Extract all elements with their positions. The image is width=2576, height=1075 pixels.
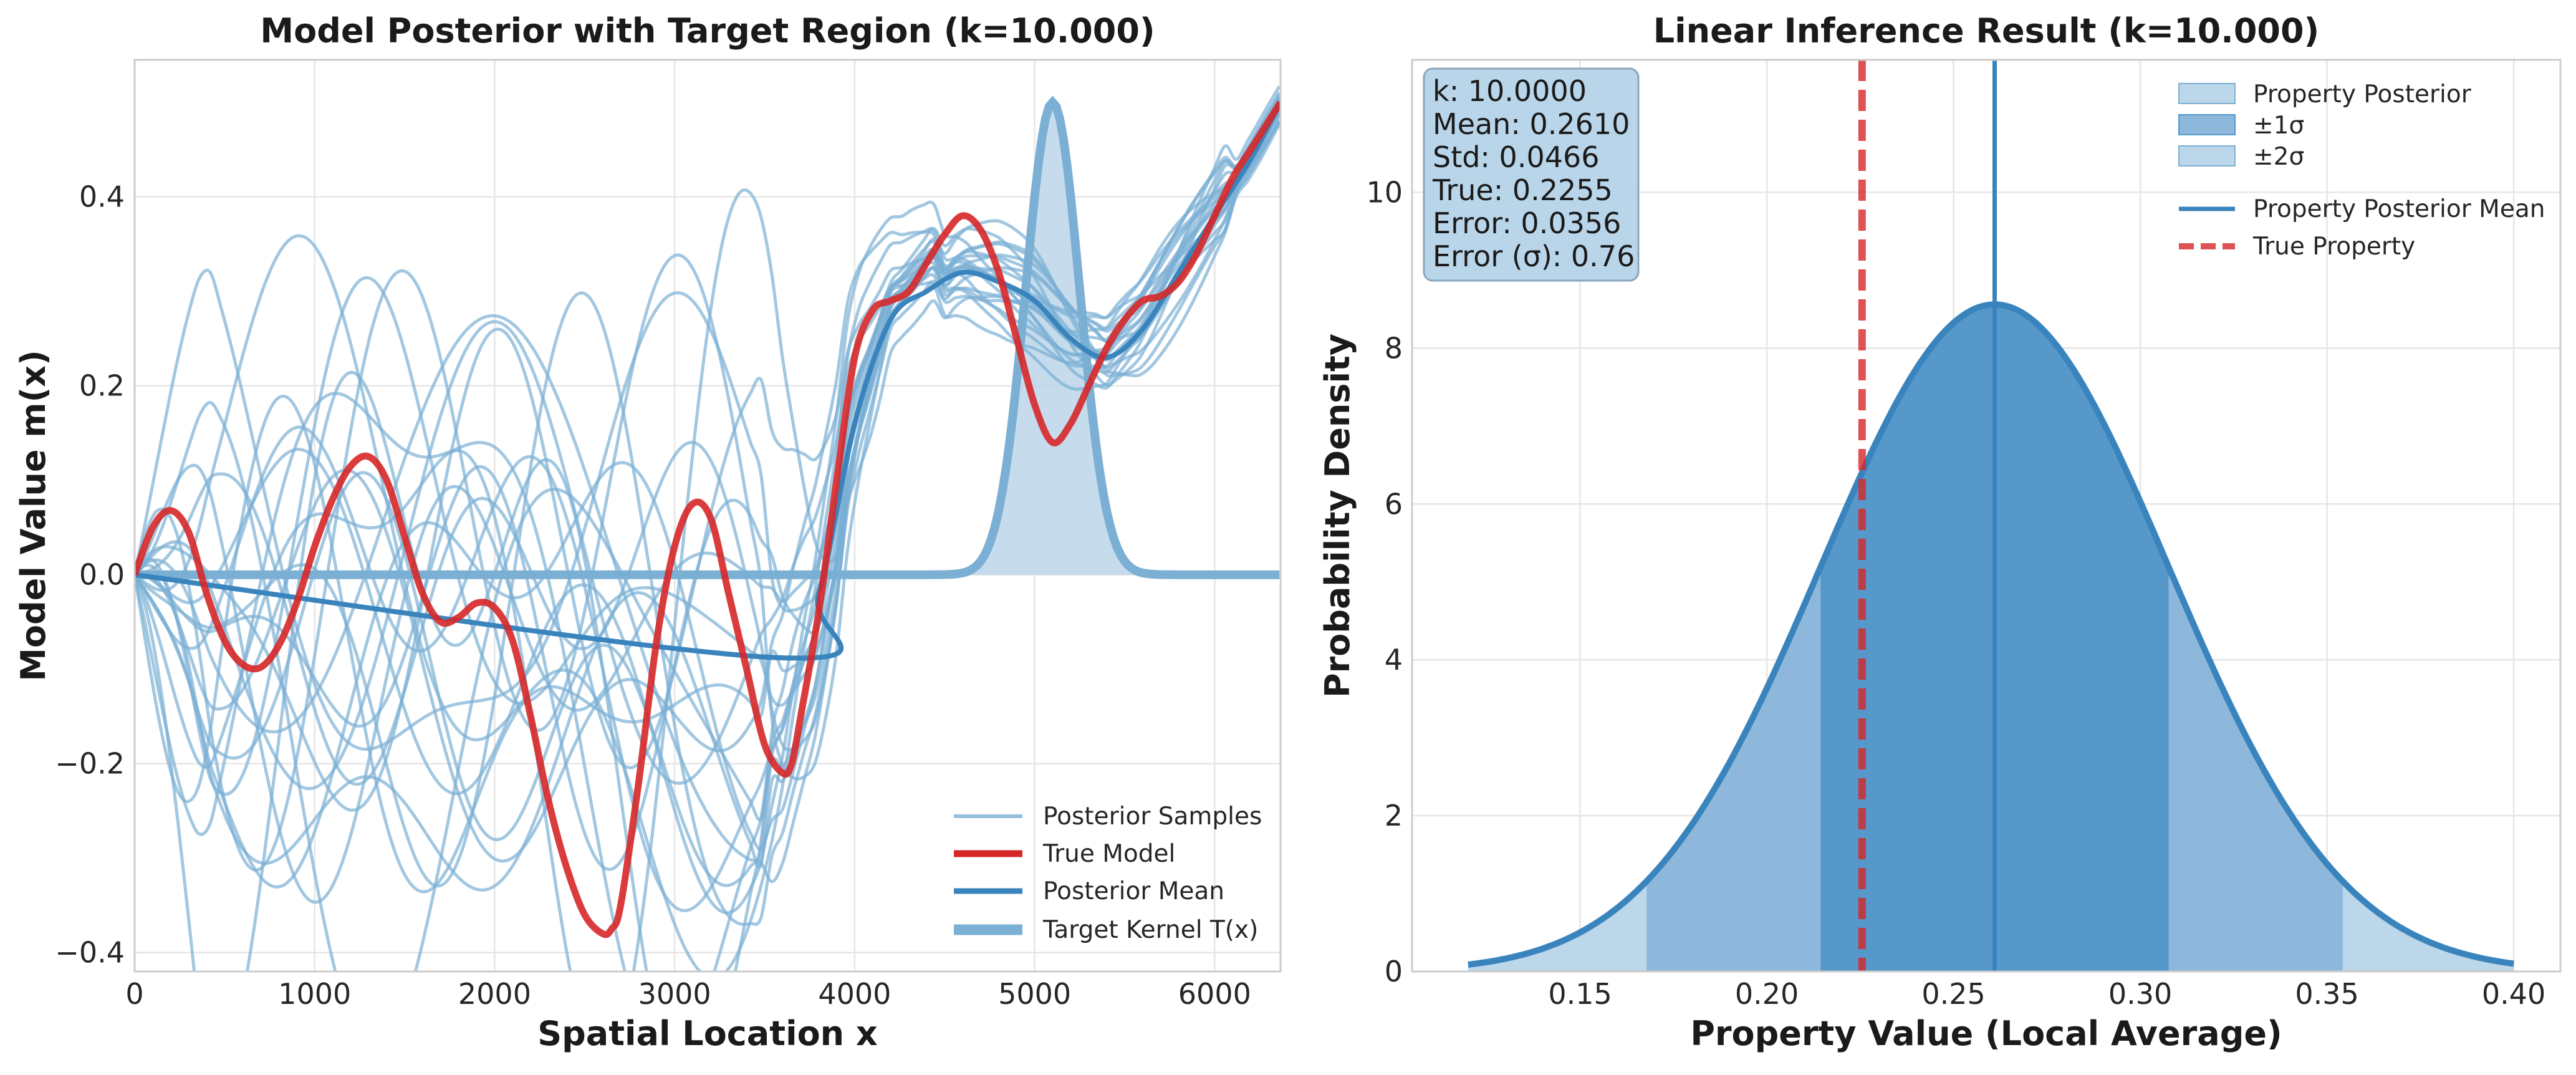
x-tick-label: 0.40 [2482, 977, 2545, 1011]
posterior-mean-line [135, 101, 1281, 661]
stat-std: Std: 0.0466 [1433, 140, 1600, 174]
stat-true: True: 0.2255 [1432, 173, 1613, 207]
y-tick-label: 2 [1385, 799, 1403, 832]
posterior-density-fills [1468, 304, 2514, 971]
legend-swatch-1sigma [2178, 114, 2236, 135]
stats-box-background [1423, 67, 1640, 282]
stats-box: k: 10.0000 Mean: 0.2610 Std: 0.0466 True… [1423, 67, 1640, 282]
posterior-sample-line [135, 123, 1281, 863]
x-tick-label: 1000 [278, 977, 351, 1011]
posterior-sample-line [135, 85, 1281, 971]
right-x-ticks: 0.15 0.20 0.25 0.30 0.35 0.40 [1548, 977, 2545, 1011]
legend-label-posterior-mean: Posterior Mean [1043, 877, 1224, 905]
x-tick-label: 6000 [1178, 977, 1251, 1011]
y-tick-label: 10 [1366, 175, 1403, 209]
left-panel: Model Posterior with Target Region (k=10… [14, 11, 1282, 1053]
legend-label-2sigma: ±2σ [2253, 143, 2304, 171]
left-chart-title: Model Posterior with Target Region (k=10… [260, 11, 1155, 51]
x-tick-label: 0 [125, 977, 143, 1011]
y-tick-label: 4 [1385, 643, 1403, 677]
left-plot-frame [133, 59, 1282, 973]
y-tick-label: 0.2 [79, 369, 125, 403]
left-y-ticks: −0.4 −0.2 0.0 0.2 0.4 [55, 180, 125, 970]
stat-k: k: 10.0000 [1433, 74, 1587, 108]
left-legend: Posterior Samples True Model Posterior M… [954, 803, 1262, 944]
posterior-sample-line [135, 120, 1281, 971]
right-panel: Linear Inference Result (k=10.000) 0.15 0… [1318, 11, 2562, 1053]
x-tick-label: 4000 [818, 977, 891, 1011]
legend-label-kernel: Target Kernel T(x) [1042, 916, 1258, 944]
posterior-samples [135, 85, 1281, 971]
left-x-ticks: 0 1000 2000 3000 4000 5000 6000 [125, 977, 1251, 1011]
legend-label-samples: Posterior Samples [1043, 803, 1262, 831]
right-y-ticks: 0 2 4 6 8 10 [1366, 175, 1403, 988]
legend-swatch-property-posterior [2178, 83, 2236, 104]
posterior-sample-line [135, 98, 1281, 791]
stat-error-sigma: Error (σ): 0.76 [1433, 239, 1635, 273]
true-model-line [135, 100, 1281, 938]
density-curve [1468, 301, 2514, 968]
x-tick-label: 5000 [998, 977, 1071, 1011]
right-legend: Property Posterior ±1σ ±2σ Property Post… [2178, 80, 2545, 261]
x-tick-label: 0.25 [1921, 977, 1985, 1011]
stat-mean: Mean: 0.2610 [1433, 107, 1630, 141]
y-tick-label: −0.2 [55, 747, 125, 781]
left-y-axis-label: Model Value m(x) [14, 350, 53, 682]
legend-label-1sigma: ±1σ [2253, 112, 2304, 140]
x-tick-label: 2000 [458, 977, 531, 1011]
x-tick-label: 3000 [638, 977, 711, 1011]
legend-swatch-2sigma [2178, 145, 2236, 166]
legend-label-posterior-mean: Property Posterior Mean [2253, 195, 2545, 223]
right-y-axis-label: Probability Density [1318, 334, 1357, 698]
y-tick-label: 0 [1385, 955, 1403, 988]
y-tick-label: 8 [1385, 331, 1403, 365]
x-tick-label: 0.35 [2295, 977, 2358, 1011]
left-lines [135, 100, 1281, 938]
x-tick-label: 0.30 [2108, 977, 2172, 1011]
posterior-sample-line [135, 111, 1281, 894]
right-plot-frame [1411, 59, 2562, 973]
legend-label-true-model: True Model [1042, 840, 1175, 868]
stat-error: Error: 0.0356 [1433, 206, 1621, 240]
right-lines [1468, 60, 2514, 971]
legend-label-property-posterior: Property Posterior [2253, 80, 2472, 108]
posterior-sample-line [135, 110, 1281, 927]
y-tick-label: −0.4 [55, 936, 125, 970]
y-tick-label: 6 [1385, 487, 1403, 521]
y-tick-label: 0.0 [79, 558, 125, 592]
posterior-sample-line [135, 107, 1281, 889]
posterior-sample-line [135, 115, 1281, 786]
legend-label-true-property: True Property [2252, 233, 2415, 261]
left-x-axis-label: Spatial Location x [537, 1014, 878, 1053]
x-tick-label: 0.20 [1735, 977, 1799, 1011]
right-x-axis-label: Property Value (Local Average) [1690, 1014, 2282, 1053]
x-tick-label: 0.15 [1548, 977, 1612, 1011]
posterior-sample-line [135, 91, 1281, 912]
posterior-sample-line [135, 100, 1281, 884]
posterior-sample-line [135, 97, 1281, 872]
posterior-sample-line [135, 110, 1281, 871]
y-tick-label: 0.4 [79, 180, 125, 214]
right-chart-title: Linear Inference Result (k=10.000) [1653, 11, 2319, 51]
